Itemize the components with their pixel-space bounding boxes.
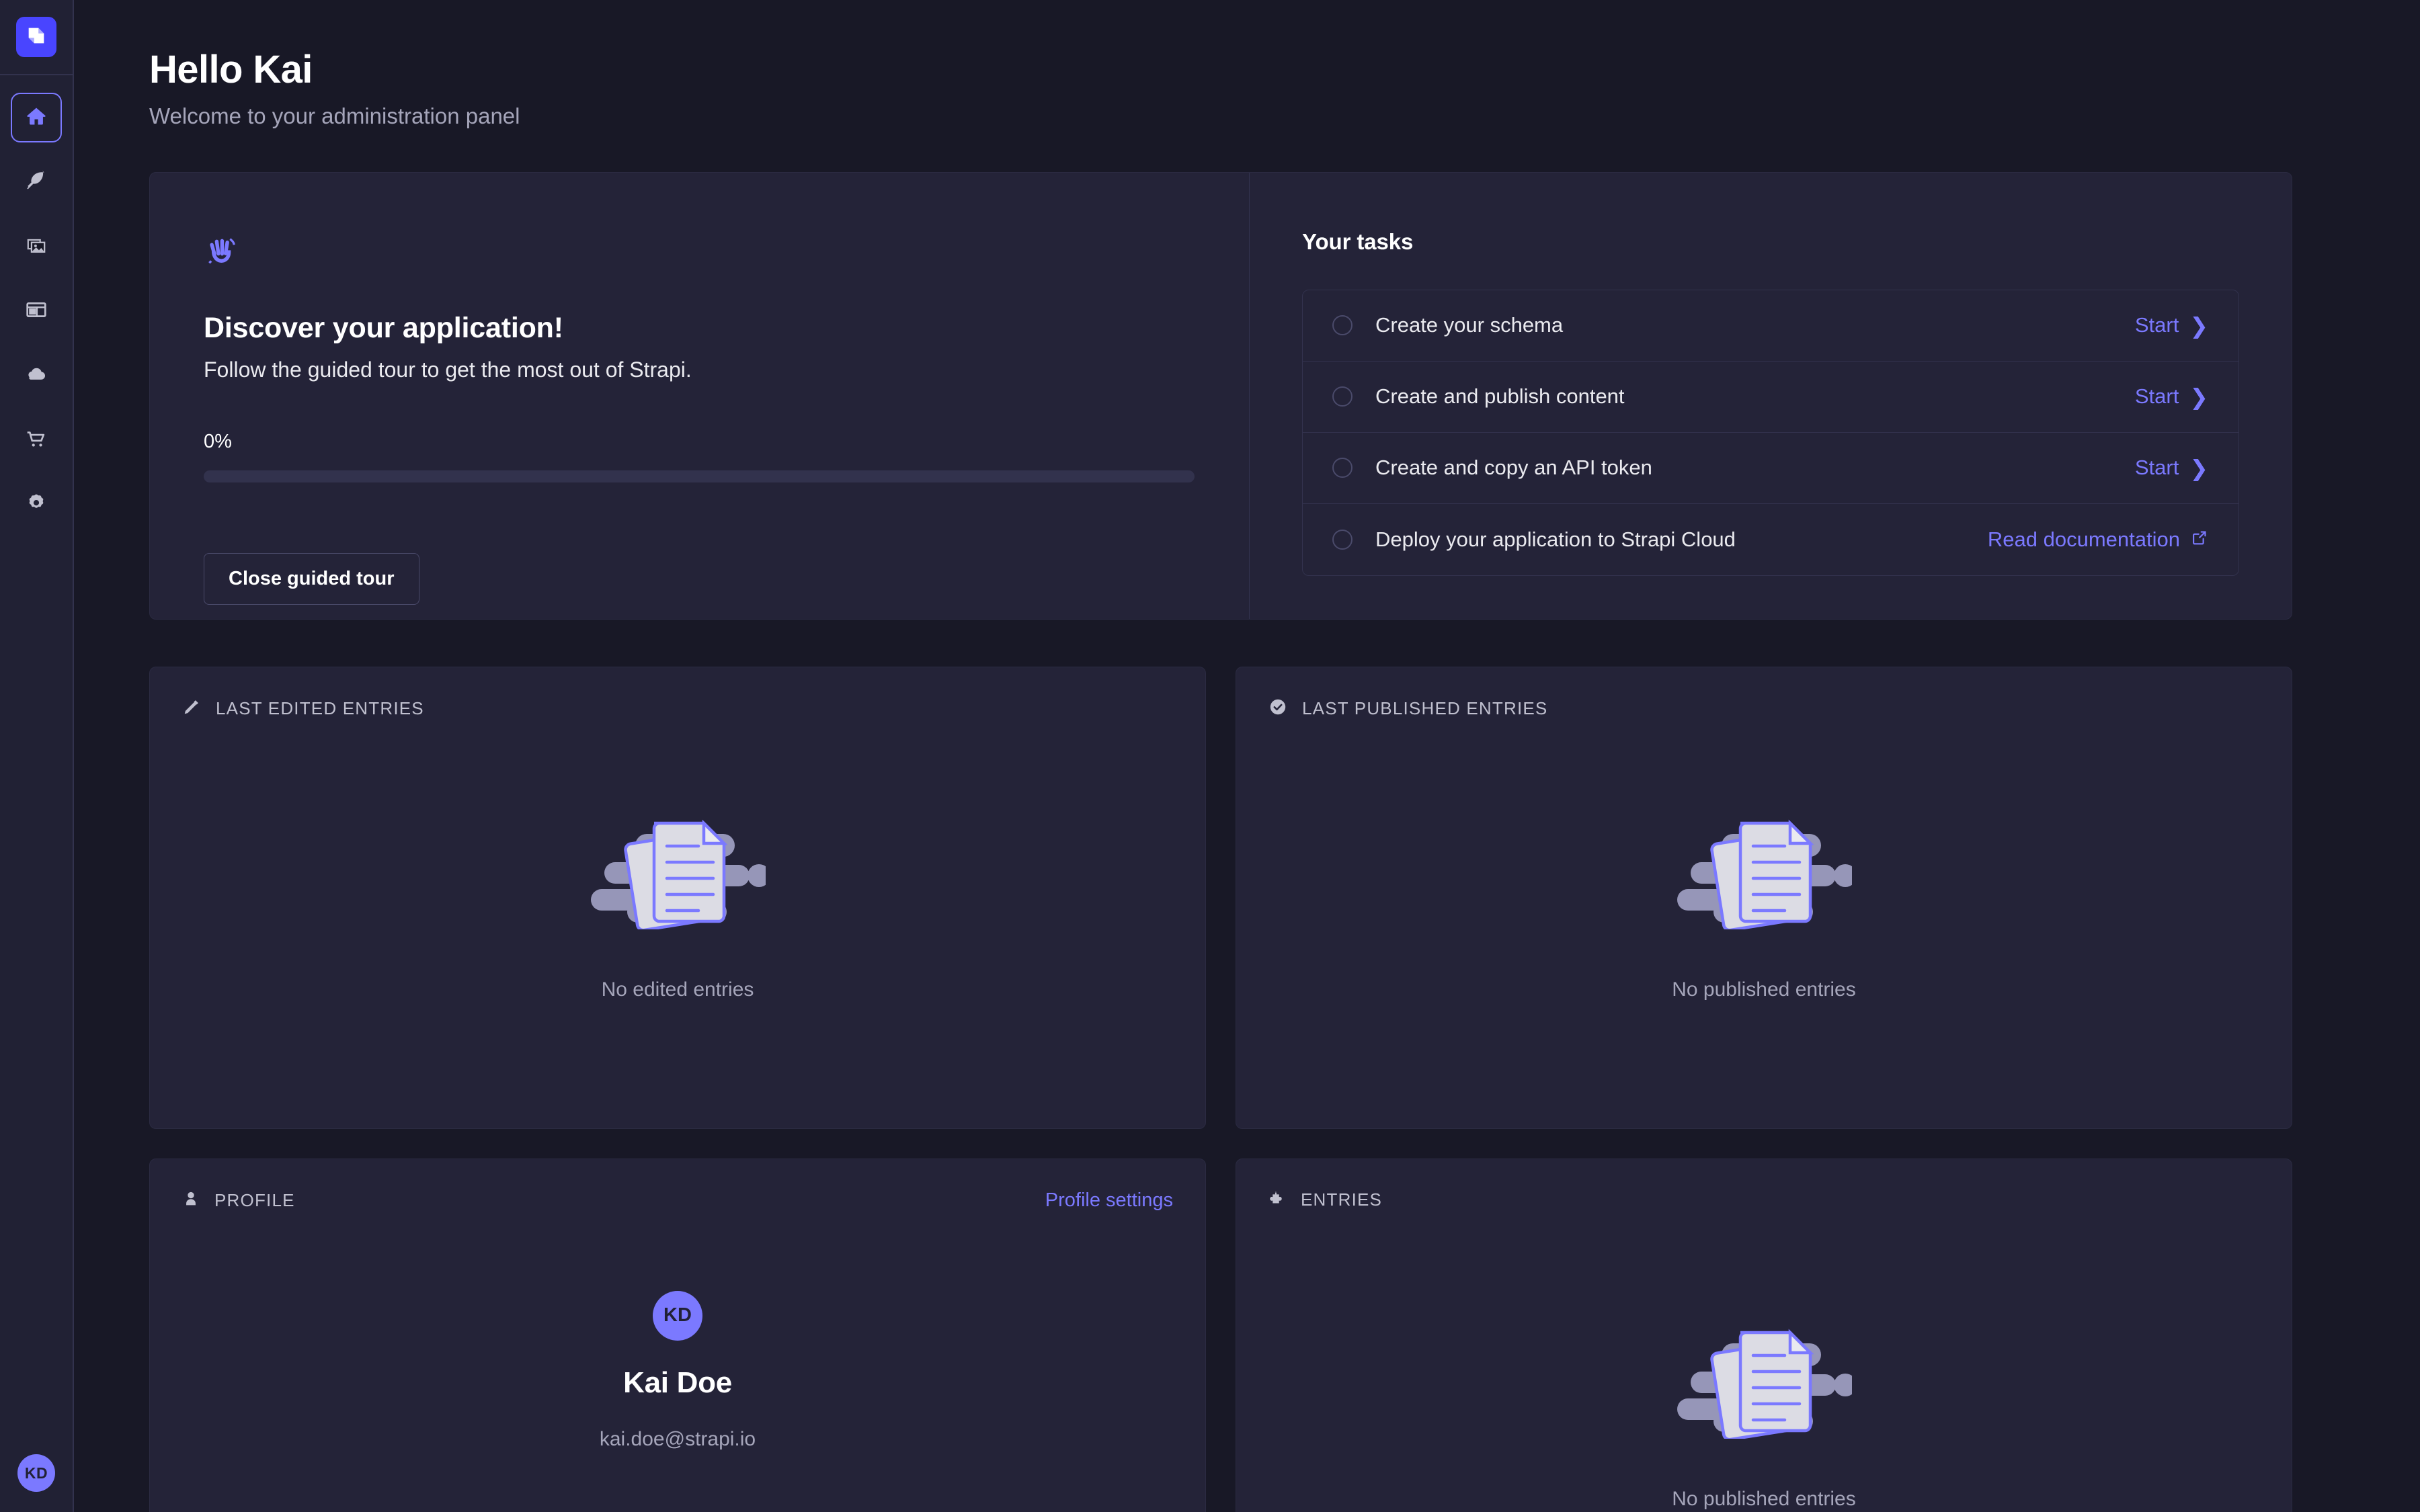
task-row[interactable]: Create your schema Start ❯ [1303, 290, 2238, 362]
progress-bar [204, 470, 1195, 482]
page-subtitle: Welcome to your administration panel [149, 103, 520, 128]
sidebar-logo-zone [0, 0, 73, 75]
empty-state-label: No edited entries [601, 978, 754, 1001]
task-label: Create and copy an API token [1375, 456, 1652, 480]
tasks-title: Your tasks [1302, 228, 1414, 254]
task-action-link[interactable]: Read documentation [1988, 528, 2208, 552]
panel-title: PROFILE [214, 1189, 295, 1210]
panel-title: LAST EDITED ENTRIES [216, 698, 424, 718]
main-content: Hello Kai Welcome to your administration… [74, 0, 2420, 1512]
panel-header: ENTRIES [1268, 1189, 2259, 1210]
cloud-icon [25, 363, 48, 389]
profile-settings-link[interactable]: Profile settings [1045, 1189, 1173, 1211]
task-row[interactable]: Create and publish content Start ❯ [1303, 362, 2238, 433]
page-header: Hello Kai Welcome to your administration… [149, 0, 2292, 129]
task-action-link[interactable]: Start ❯ [2135, 313, 2208, 337]
close-guided-tour-button[interactable]: Close guided tour [204, 552, 419, 605]
page-title: Hello Kai [149, 48, 313, 91]
home-icon [25, 105, 48, 131]
sidebar-item-home[interactable] [11, 93, 62, 142]
guided-tour-text: Follow the guided tour to get the most o… [204, 357, 692, 382]
profile-name: Kai Doe [623, 1366, 732, 1399]
puzzle-piece-icon [1268, 1189, 1286, 1210]
profile-email: kai.doe@strapi.io [599, 1427, 756, 1450]
last-edited-entries-panel: LAST EDITED ENTRIES [149, 666, 1206, 1129]
profile-panel: PROFILE Profile settings KD Kai Doe kai.… [149, 1158, 1206, 1512]
chevron-right-icon: ❯ [2189, 454, 2208, 481]
task-checkbox-icon[interactable] [1332, 458, 1353, 478]
task-row[interactable]: Deploy your application to Strapi Cloud R… [1303, 504, 2238, 575]
task-action-label: Start [2134, 456, 2179, 480]
documents-empty-illustration [1676, 795, 1857, 933]
progress-percent-label: 0% [204, 430, 232, 452]
sidebar-item-content-manager[interactable] [11, 157, 62, 207]
task-checkbox-icon[interactable] [1332, 529, 1353, 550]
feather-icon [25, 169, 48, 196]
images-icon [25, 234, 48, 260]
sidebar-item-settings[interactable] [11, 480, 62, 530]
guided-tour-heading: Discover your application! [204, 311, 563, 344]
task-action-label: Start [2134, 313, 2179, 337]
avatar[interactable]: KD [17, 1454, 55, 1492]
last-published-entries-panel: LAST PUBLISHED ENTRIES [1236, 666, 2292, 1129]
sidebar-item-cloud[interactable] [11, 351, 62, 401]
documents-empty-illustration [590, 795, 770, 933]
documents-empty-illustration [1676, 1304, 1857, 1442]
task-checkbox-icon[interactable] [1332, 315, 1353, 336]
task-label: Deploy your application to Strapi Cloud [1375, 527, 1736, 551]
empty-state: No published entries [1268, 1210, 2259, 1511]
empty-state-label: No published entries [1672, 1487, 1856, 1510]
task-label: Create your schema [1375, 313, 1564, 337]
guided-tour-panel: Discover your application! Follow the gu… [150, 172, 1250, 619]
dashboard-panel-grid: LAST EDITED ENTRIES [149, 666, 2292, 1512]
panel-header: PROFILE Profile settings [182, 1189, 1173, 1212]
panel-title: ENTRIES [1301, 1189, 1383, 1210]
avatar: KD [653, 1290, 702, 1341]
sidebar-nav [11, 75, 62, 1454]
sidebar-item-media-library[interactable] [11, 222, 62, 271]
task-checkbox-icon[interactable] [1332, 386, 1353, 407]
tasks-panel: Your tasks Create your schema Start ❯ Creat… [1250, 173, 2292, 619]
task-label: Create and publish content [1375, 384, 1625, 409]
panel-header: LAST PUBLISHED ENTRIES [1268, 698, 2259, 720]
profile-body: KD Kai Doe kai.doe@strapi.io [182, 1212, 1173, 1451]
check-circle-icon [1268, 698, 1287, 720]
task-action-link[interactable]: Start ❯ [2135, 456, 2208, 480]
task-row[interactable]: Create and copy an API token Start ❯ [1303, 433, 2238, 504]
user-icon [182, 1190, 200, 1211]
panel-header: LAST EDITED ENTRIES [182, 698, 1173, 720]
waving-hand-icon [204, 233, 1195, 271]
sidebar: KD [0, 0, 74, 1512]
strapi-logo-button[interactable] [16, 17, 56, 57]
entries-panel: ENTRIES [1236, 1158, 2292, 1512]
pencil-icon [182, 698, 201, 720]
layout-icon [25, 298, 48, 325]
empty-state-label: No published entries [1672, 978, 1856, 1001]
sidebar-item-marketplace[interactable] [11, 415, 62, 465]
chevron-right-icon: ❯ [2189, 312, 2208, 339]
strapi-logo-icon [26, 25, 47, 50]
sidebar-item-content-type-builder[interactable] [11, 286, 62, 336]
panel-title: LAST PUBLISHED ENTRIES [1302, 698, 1548, 718]
tasks-list: Create your schema Start ❯ Create and publi… [1302, 289, 2239, 576]
guided-tour-card: Discover your application! Follow the gu… [149, 171, 2292, 620]
gear-icon [25, 492, 48, 518]
shopping-cart-icon [25, 427, 48, 454]
task-action-label: Start [2134, 384, 2179, 409]
empty-state: No published entries [1268, 720, 2259, 1001]
task-action-link[interactable]: Start ❯ [2135, 384, 2208, 409]
chevron-right-icon: ❯ [2189, 383, 2208, 410]
sidebar-footer: KD [0, 1454, 73, 1512]
task-action-label: Read documentation [1987, 527, 2180, 551]
empty-state: No edited entries [182, 720, 1173, 1001]
external-link-icon [2191, 528, 2208, 552]
